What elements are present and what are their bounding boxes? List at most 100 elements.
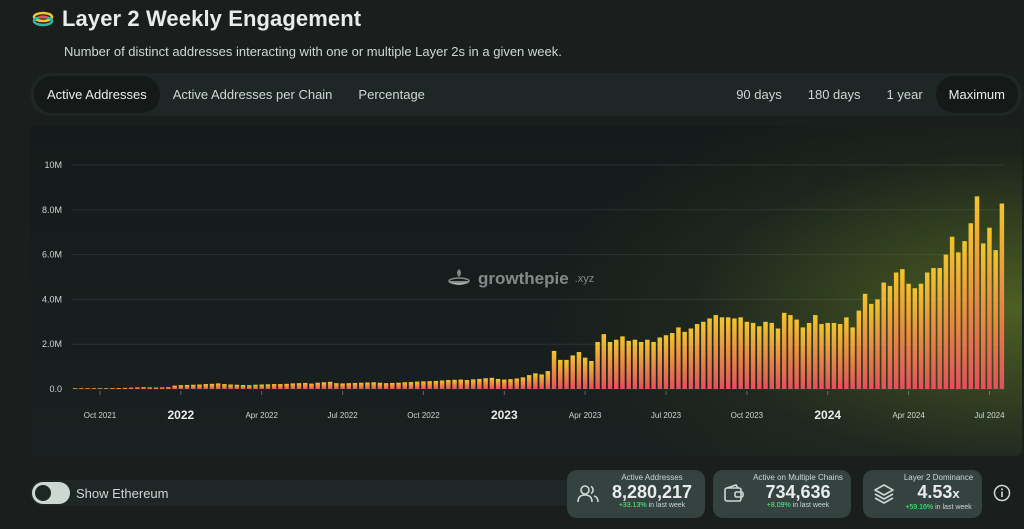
bar[interactable] — [315, 382, 320, 389]
bar[interactable] — [688, 328, 694, 389]
bar[interactable] — [303, 382, 308, 389]
bar[interactable] — [837, 324, 843, 389]
bar[interactable] — [197, 384, 202, 389]
bar[interactable] — [620, 336, 625, 389]
bar[interactable] — [228, 384, 233, 389]
bar[interactable] — [539, 374, 544, 389]
bar[interactable] — [875, 299, 880, 389]
bar[interactable] — [719, 317, 725, 389]
bar[interactable] — [589, 361, 594, 389]
bar[interactable] — [725, 317, 731, 389]
bar[interactable] — [651, 341, 656, 389]
bar[interactable] — [576, 352, 582, 389]
bar[interactable] — [116, 387, 121, 389]
bar[interactable] — [607, 341, 613, 389]
bar[interactable] — [402, 382, 408, 389]
bar[interactable] — [533, 373, 538, 389]
tab-1-year[interactable]: 1 year — [886, 87, 923, 102]
tab-active-addresses-per-chain[interactable]: Active Addresses per Chain — [172, 87, 333, 102]
bar[interactable] — [595, 341, 600, 389]
bar[interactable] — [912, 288, 918, 389]
tab-90-days[interactable]: 90 days — [736, 87, 782, 102]
bar[interactable] — [147, 387, 152, 389]
bar[interactable] — [956, 252, 961, 389]
bar[interactable] — [713, 315, 719, 389]
bar[interactable] — [794, 319, 799, 389]
bar[interactable] — [390, 382, 395, 389]
bar[interactable] — [271, 384, 277, 389]
bar[interactable] — [974, 196, 980, 389]
bar[interactable] — [458, 379, 463, 389]
bar[interactable] — [551, 350, 557, 389]
bar[interactable] — [763, 321, 768, 389]
bar[interactable] — [166, 387, 171, 389]
bar[interactable] — [669, 333, 675, 389]
bar[interactable] — [433, 380, 439, 389]
bar[interactable] — [414, 381, 420, 389]
bar[interactable] — [968, 223, 974, 389]
bar[interactable] — [638, 341, 644, 389]
bar[interactable] — [446, 380, 451, 389]
bar[interactable] — [489, 377, 495, 389]
bar[interactable] — [464, 380, 470, 389]
bar[interactable] — [153, 387, 159, 389]
bar[interactable] — [396, 382, 401, 389]
bar[interactable] — [856, 310, 862, 389]
bar[interactable] — [582, 357, 588, 389]
bar[interactable] — [949, 236, 955, 389]
bar[interactable] — [601, 334, 607, 389]
bar[interactable] — [993, 250, 998, 389]
bar[interactable] — [439, 380, 445, 389]
bar[interactable] — [682, 331, 687, 389]
bar[interactable] — [943, 254, 949, 389]
bar[interactable] — [999, 203, 1005, 389]
bar[interactable] — [128, 387, 134, 389]
bar[interactable] — [122, 387, 128, 389]
bar[interactable] — [707, 318, 712, 389]
bar[interactable] — [103, 388, 109, 389]
bar[interactable] — [626, 340, 631, 389]
bar[interactable] — [744, 321, 750, 389]
bar[interactable] — [508, 379, 513, 389]
bar[interactable] — [290, 383, 296, 389]
bar[interactable] — [240, 384, 246, 389]
bar[interactable] — [869, 303, 874, 389]
bar[interactable] — [775, 328, 781, 389]
bar[interactable] — [663, 335, 669, 389]
bar[interactable] — [284, 383, 289, 389]
bar[interactable] — [694, 324, 700, 389]
bar[interactable] — [309, 383, 314, 389]
bar[interactable] — [893, 272, 899, 389]
bar[interactable] — [172, 385, 177, 389]
bar[interactable] — [477, 378, 482, 389]
bar[interactable] — [906, 283, 911, 389]
bar[interactable] — [408, 382, 414, 389]
bar[interactable] — [788, 315, 793, 389]
bar[interactable] — [483, 378, 488, 389]
bar[interactable] — [645, 339, 650, 389]
bar[interactable] — [813, 315, 818, 389]
bar[interactable] — [135, 387, 140, 389]
bar[interactable] — [850, 327, 855, 389]
bar[interactable] — [657, 337, 663, 389]
bar-chart[interactable]: 0.0 2.0M 4.0M 6.0M 8.0M 10M Oct 2021 2022 Apr 2… — [30, 126, 1022, 456]
bar[interactable] — [296, 383, 302, 389]
bar[interactable] — [701, 321, 706, 389]
bar[interactable] — [545, 371, 551, 389]
bar[interactable] — [371, 382, 376, 389]
bar[interactable] — [253, 384, 258, 389]
bar[interactable] — [222, 384, 227, 389]
tab-percentage[interactable]: Percentage — [358, 87, 425, 102]
bar[interactable] — [987, 227, 992, 389]
bar[interactable] — [97, 388, 103, 389]
bar[interactable] — [937, 268, 942, 389]
bar[interactable] — [502, 379, 507, 389]
bar[interactable] — [819, 324, 824, 389]
bar[interactable] — [925, 272, 930, 389]
bar[interactable] — [178, 385, 184, 389]
bar[interactable] — [900, 269, 905, 389]
bar[interactable] — [558, 359, 563, 389]
bar[interactable] — [757, 326, 762, 389]
bar[interactable] — [365, 382, 370, 390]
bar[interactable] — [265, 384, 271, 389]
